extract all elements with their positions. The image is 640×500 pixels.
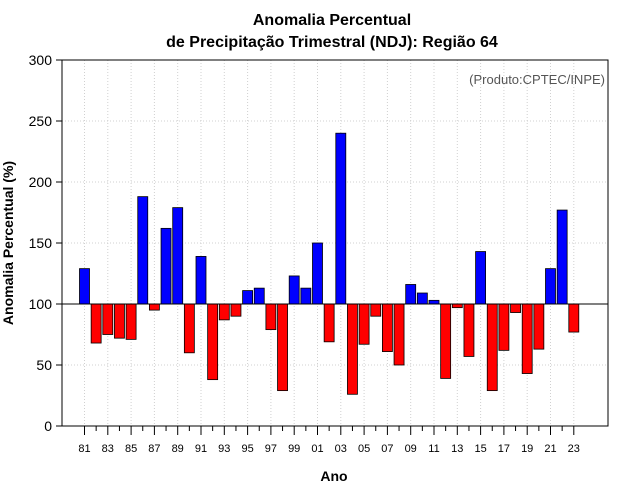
x-tick-label: 01 [311,443,323,455]
bar-88 [160,227,172,305]
x-tick-label: 99 [288,443,300,455]
bar-12 [440,303,452,379]
chart-title-line1: Anomalia Percentual [253,12,411,29]
x-tick-label: 17 [498,443,510,455]
x-tick-label: 93 [218,443,230,455]
bar-05 [358,303,370,345]
bar-19 [521,303,533,374]
bar-92 [207,303,219,381]
x-tick-label: 21 [544,443,556,455]
x-tick-label: 05 [358,443,370,455]
bar-95 [242,290,254,305]
y-tick-label: 50 [36,357,52,373]
x-axis: 81 83 85 87 89 91 93 95 97 99 01 03 05 07 09 11 13 15 17 19… [78,426,580,455]
x-tick-label: 23 [568,443,580,455]
bar-04 [347,303,358,395]
bar-99 [288,275,300,305]
x-tick-label: 13 [451,443,463,455]
bar-91 [195,256,207,305]
bar-15 [475,251,487,305]
bar-01 [312,242,323,305]
x-tick-label: 97 [265,443,277,455]
y-tick-label: 200 [29,174,53,190]
bar-96 [253,287,265,305]
credit-label: (Produto:CPTEC/INPE) [469,72,605,87]
bar-98 [277,303,288,392]
bar-20 [533,303,545,350]
x-tick-label: 03 [335,443,347,455]
x-tick-label: 95 [241,443,253,455]
y-tick-label: 150 [29,235,53,251]
bar-00 [300,287,312,305]
y-axis-title: Anomalia Percentual (%) [0,161,16,325]
y-tick-label: 300 [29,52,53,68]
x-tick-label: 85 [125,443,137,455]
x-tick-label: 83 [102,443,114,455]
bars [79,132,580,395]
bar-22 [556,209,568,305]
bar-87 [148,303,160,311]
bar-83 [102,303,114,335]
y-axis: 0 50 100 150 200 250 300 [29,52,62,434]
x-tick-label: 81 [78,443,90,455]
bar-03 [335,132,347,305]
bar-09 [405,284,417,305]
x-tick-label: 89 [172,443,184,455]
bar-13 [451,303,463,309]
bar-08 [393,303,405,366]
bar-07 [381,303,393,352]
x-tick-label: 19 [521,443,533,455]
bar-17 [498,303,510,351]
bar-93 [218,303,230,321]
x-axis-title: Ano [320,468,347,484]
y-tick-label: 0 [44,418,52,434]
x-tick-label: 87 [148,443,160,455]
x-tick-label: 15 [474,443,486,455]
bar-18 [510,303,521,313]
bar-86 [137,196,149,305]
x-tick-label: 91 [195,443,207,455]
bar-16 [486,303,498,392]
x-tick-label: 11 [428,443,439,455]
bar-89 [172,207,184,305]
bar-90 [183,303,195,354]
x-tick-label: 07 [381,443,393,455]
y-tick-label: 250 [29,113,53,129]
bar-85 [125,303,137,340]
bar-11 [428,299,440,305]
bar-23 [568,303,580,333]
x-tick-label: 09 [405,443,417,455]
y-tick-label: 100 [29,296,53,312]
bar-97 [265,303,277,331]
bar-21 [545,268,556,305]
bar-10 [416,292,428,305]
bar-02 [323,303,335,343]
bar-84 [114,303,125,339]
bar-06 [370,303,382,317]
bar-14 [463,303,475,357]
bar-82 [90,303,102,344]
bar-81 [79,268,90,305]
bar-94 [230,303,242,317]
chart-title-line2: de Precipitação Trimestral (NDJ): Região… [166,34,498,51]
